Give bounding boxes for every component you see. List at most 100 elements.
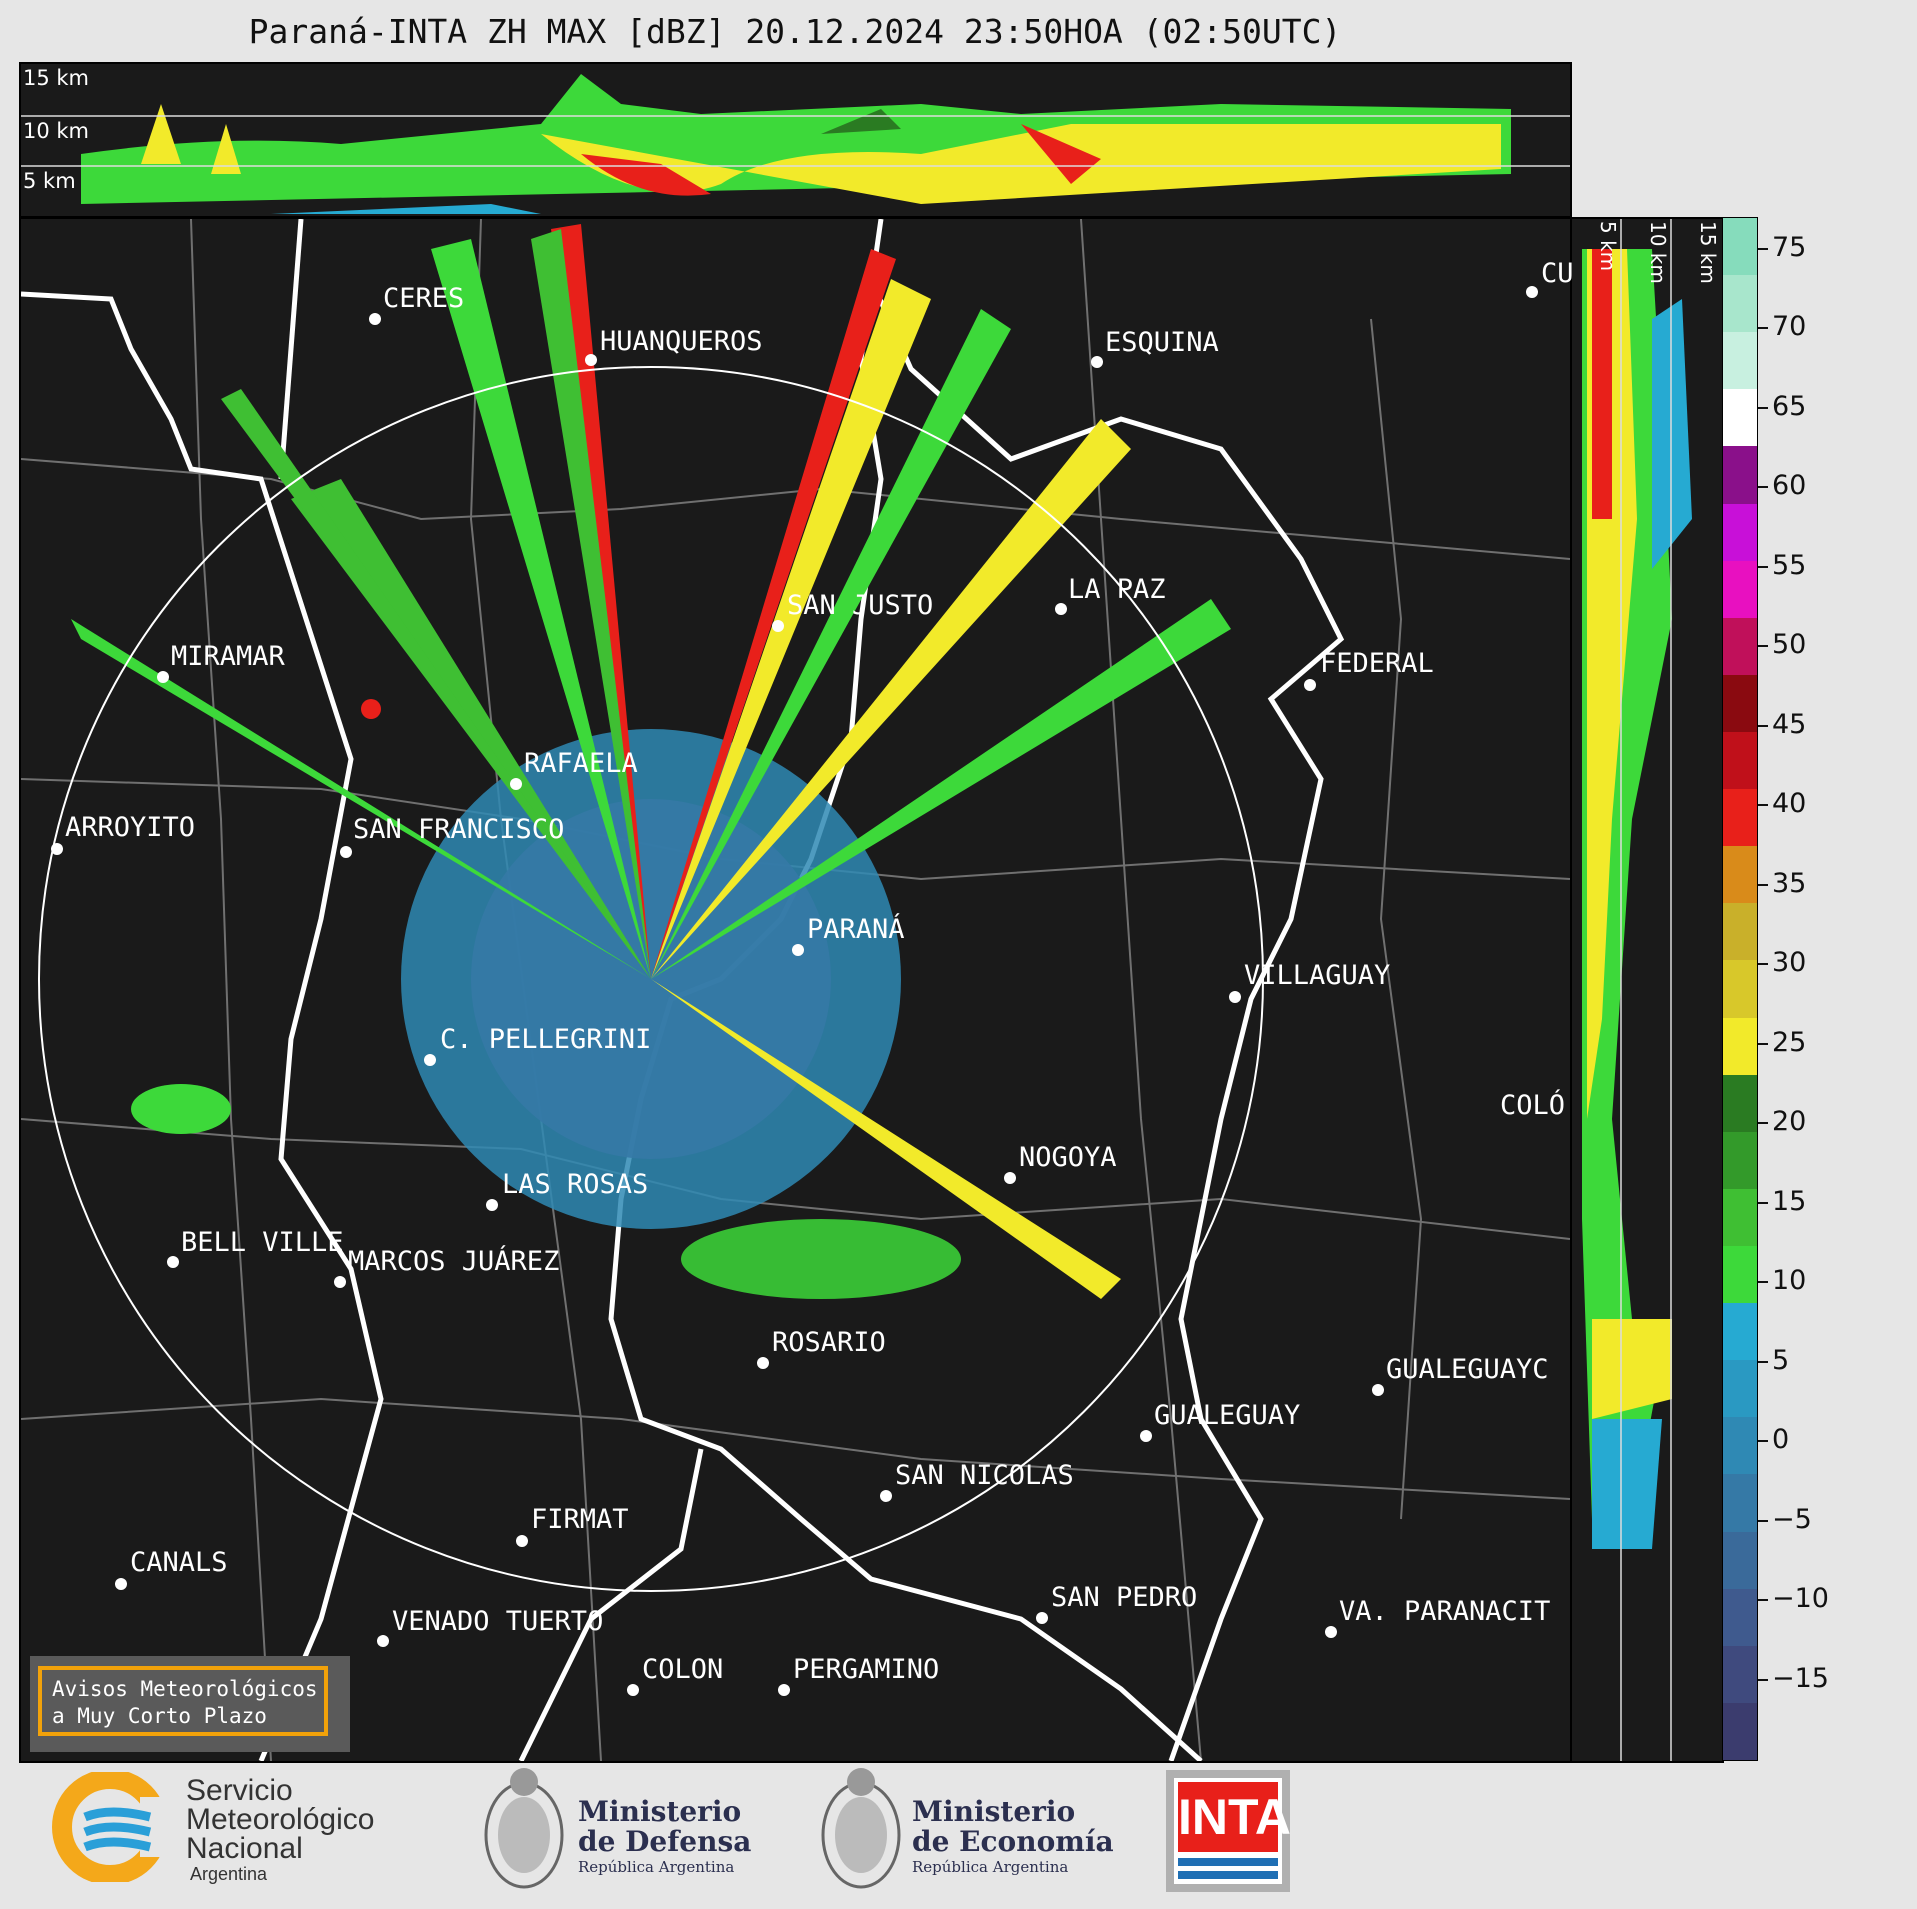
km-label-15: 15 km [23, 66, 90, 90]
city-label: ESQUINA [1105, 327, 1219, 358]
colorbar-tick [1758, 1360, 1768, 1363]
colorbar-segment [1723, 1588, 1757, 1646]
city-dot [334, 1276, 346, 1288]
right-cross-section-panel: 5 km 10 km 15 km [1570, 217, 1724, 1763]
inta-logo-inner: INTA [1174, 1778, 1291, 1884]
colorbar-segment [1723, 1416, 1757, 1475]
warning-box-inner: Avisos Meteorológicos a Muy Corto Plazo [38, 1666, 328, 1736]
colorbar-tick-label: 0 [1772, 1424, 1790, 1456]
city-label: HUANQUEROS [600, 326, 763, 357]
economia-seal-icon [821, 1768, 901, 1889]
city-label: GUALEGUAY [1154, 1400, 1301, 1431]
warning-box: Avisos Meteorológicos a Muy Corto Plazo [30, 1656, 350, 1752]
city-dot [1036, 1612, 1048, 1624]
city-label: PARANÁ [807, 914, 905, 945]
colorbar-segment [1723, 274, 1757, 333]
city-label: FEDERAL [1320, 648, 1434, 679]
city-dot [778, 1684, 790, 1696]
economia-seal [815, 1760, 907, 1895]
defensa-line-3: República Argentina [578, 1858, 735, 1876]
city-label: CERES [383, 283, 465, 314]
colorbar-tick-label: 55 [1772, 549, 1807, 581]
economia-line-1: Ministerio [912, 1795, 1076, 1828]
colorbar-tick-label: 50 [1772, 629, 1807, 661]
city-dot [157, 671, 169, 683]
city-dot [880, 1490, 892, 1502]
city-dot [1325, 1626, 1337, 1638]
colorbar-segment [1723, 1645, 1757, 1703]
colorbar-tick-label: 30 [1772, 947, 1807, 979]
colorbar-tick-label: 5 [1772, 1344, 1790, 1376]
colorbar-segment [1723, 560, 1757, 618]
city-dot [516, 1535, 528, 1547]
colorbar-segment [1723, 845, 1757, 904]
colorbar-segment [1723, 1473, 1757, 1532]
colorbar-segment [1723, 1074, 1757, 1132]
colorbar-tick-label: 45 [1772, 708, 1807, 740]
colorbar-tick-label: 70 [1772, 311, 1807, 343]
smn-line-3: Nacional [186, 1832, 303, 1865]
colorbar-segment [1723, 217, 1757, 276]
city-label: SAN PEDRO [1051, 1582, 1198, 1613]
city-dot [340, 846, 352, 858]
colorbar-segment [1723, 731, 1757, 790]
km-label-5: 5 km [23, 169, 76, 193]
colorbar-tick [1758, 963, 1768, 966]
colorbar-tick-label: 25 [1772, 1026, 1807, 1058]
city-dot [1526, 286, 1538, 298]
city-label: CANALS [130, 1547, 228, 1578]
warning-line-1: Avisos Meteorológicos [52, 1677, 318, 1701]
top-echo-band [81, 74, 1511, 214]
colorbar-tick [1758, 1599, 1768, 1602]
colorbar-tick-label: 40 [1772, 788, 1807, 820]
city-label: LA PAZ [1068, 574, 1166, 605]
range-ring [38, 366, 1264, 1592]
colorbar-segment [1723, 959, 1757, 1018]
km-label-10: 10 km [23, 119, 90, 143]
colorbar-segment [1723, 1702, 1757, 1760]
city-dot [369, 313, 381, 325]
defensa-seal [478, 1760, 570, 1895]
city-dot [1004, 1172, 1016, 1184]
colorbar-tick [1758, 1201, 1768, 1204]
colorbar-tick-label: 60 [1772, 470, 1807, 502]
colorbar-segment [1723, 788, 1757, 847]
colorbar-tick-label: 65 [1772, 390, 1807, 422]
city-label: FIRMAT [531, 1504, 629, 1535]
city-dot [585, 354, 597, 366]
colorbar-tick [1758, 804, 1768, 807]
colorbar-tick-label: 75 [1772, 231, 1807, 263]
city-dot [1055, 603, 1067, 615]
city-label: COLÓ [1500, 1090, 1566, 1121]
colorbar-segment [1723, 1188, 1757, 1246]
colorbar-segment [1723, 388, 1757, 447]
city-label: COLON [642, 1654, 724, 1685]
smn-line-4: Argentina [190, 1864, 268, 1884]
economia-line-2: de Economía [912, 1825, 1114, 1858]
city-dot [757, 1357, 769, 1369]
city-label: MIRAMAR [171, 641, 285, 672]
page-title: Paraná-INTA ZH MAX [dBZ] 20.12.2024 23:5… [248, 12, 1342, 51]
city-label: ARROYITO [65, 812, 196, 843]
colorbar-segment [1723, 1302, 1757, 1361]
inta-stripe-2 [1178, 1871, 1278, 1879]
right-cross-section-svg [1582, 219, 1692, 1761]
km-label-v-5: 5 km [1596, 221, 1620, 272]
smn-logo [50, 1769, 180, 1885]
km-label-v-15: 15 km [1696, 221, 1720, 284]
city-label: SAN FRANCISCO [353, 814, 565, 845]
colorbar-tick [1758, 327, 1768, 330]
colorbar-segment [1723, 1531, 1757, 1589]
city-dot [792, 944, 804, 956]
top-cross-section-svg [21, 74, 1570, 214]
radar-map-panel [19, 217, 1572, 1763]
colorbar-tick [1758, 1678, 1768, 1681]
city-dot [377, 1635, 389, 1647]
city-label: PERGAMINO [793, 1654, 940, 1685]
warning-line-2: a Muy Corto Plazo [52, 1704, 267, 1728]
inta-logo: INTA [1166, 1770, 1291, 1892]
city-label: RAFAELA [524, 748, 638, 779]
city-label: VENADO TUERTO [392, 1606, 604, 1637]
colorbar-tick [1758, 486, 1768, 489]
colorbar-tick [1758, 724, 1768, 727]
